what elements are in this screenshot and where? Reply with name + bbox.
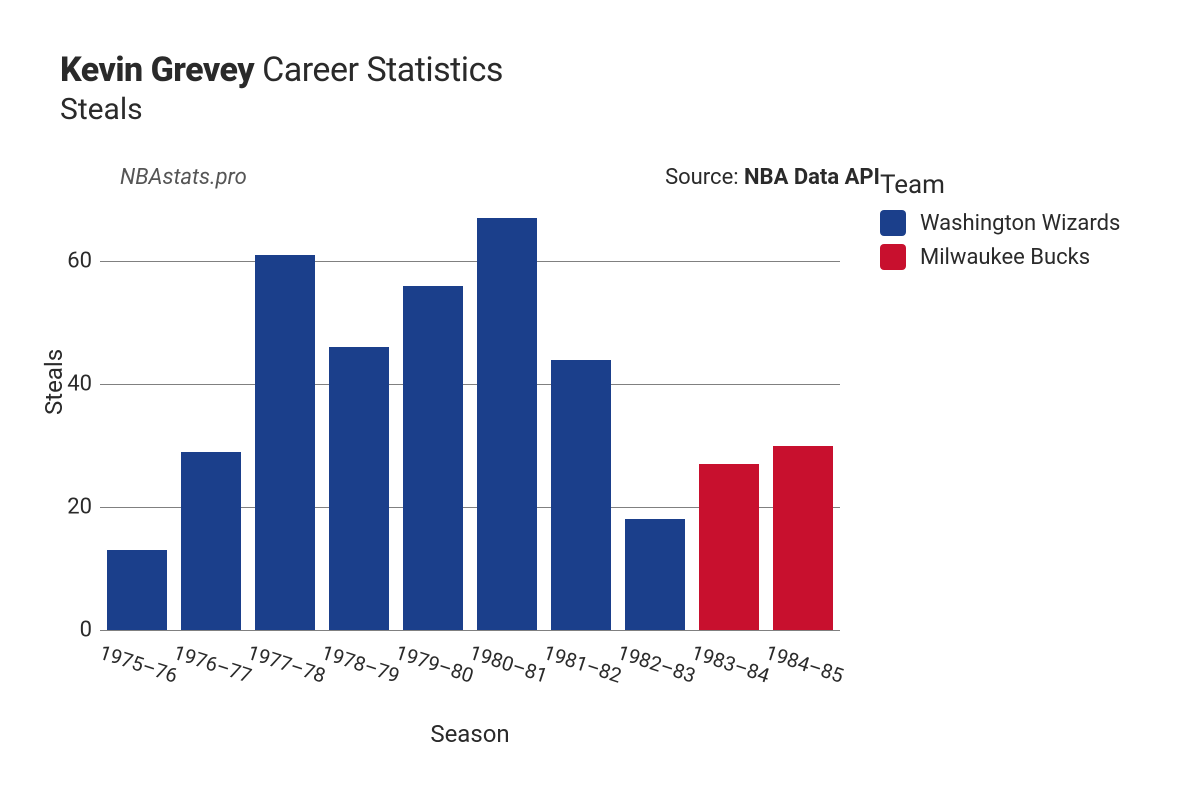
- player-name: Kevin Grevey: [60, 50, 254, 90]
- x-tick-label: 1983–84: [689, 640, 773, 688]
- chart-area: 02040601975–761976–771977–781978–791979–…: [100, 200, 840, 630]
- y-tick-label: 60: [32, 249, 92, 274]
- legend-label: Washington Wizards: [920, 211, 1120, 236]
- title-suffix: Career Statistics: [262, 50, 503, 90]
- chart-title-metric: Steals: [60, 92, 1160, 127]
- legend-swatch: [880, 210, 906, 236]
- bar: [773, 446, 834, 630]
- bar: [403, 286, 464, 630]
- x-tick-label: 1980–81: [467, 640, 551, 688]
- legend: Team Washington Wizards Milwaukee Bucks: [880, 170, 1180, 278]
- bar: [699, 464, 760, 630]
- x-tick-label: 1978–79: [319, 640, 403, 688]
- gridline: [100, 630, 840, 631]
- legend-swatch: [880, 244, 906, 270]
- legend-title: Team: [880, 170, 1180, 200]
- bar: [107, 550, 168, 630]
- bar: [625, 519, 686, 630]
- y-axis-label: Steals: [40, 349, 68, 415]
- legend-label: Milwaukee Bucks: [920, 245, 1090, 270]
- bar: [181, 452, 242, 630]
- bar: [255, 255, 316, 630]
- x-tick-label: 1979–80: [393, 640, 477, 688]
- x-tick-label: 1981–82: [541, 640, 625, 688]
- x-tick-label: 1984–85: [763, 640, 847, 688]
- y-tick-label: 0: [32, 618, 92, 643]
- chart-title-line1: Kevin Grevey Career Statistics: [60, 50, 1160, 90]
- legend-item: Washington Wizards: [880, 210, 1180, 236]
- bar: [329, 347, 390, 630]
- y-tick-label: 20: [32, 495, 92, 520]
- source-credit: Source: NBA Data API: [665, 165, 880, 190]
- x-tick-label: 1982–83: [615, 640, 699, 688]
- x-tick-label: 1976–77: [171, 640, 255, 688]
- chart-container: Kevin Grevey Career Statistics Steals NB…: [0, 0, 1200, 800]
- x-tick-label: 1975–76: [97, 640, 181, 688]
- bar: [477, 218, 538, 630]
- bar: [551, 360, 612, 630]
- attribution-row: NBAstats.pro Source: NBA Data API: [120, 165, 880, 190]
- x-axis-label: Season: [100, 720, 840, 748]
- x-tick-label: 1977–78: [245, 640, 329, 688]
- gridline: [100, 384, 840, 385]
- source-name: NBA Data API: [744, 165, 880, 190]
- source-prefix: Source:: [665, 165, 744, 190]
- legend-item: Milwaukee Bucks: [880, 244, 1180, 270]
- plot-region: 02040601975–761976–771977–781978–791979–…: [100, 200, 840, 630]
- gridline: [100, 261, 840, 262]
- site-credit: NBAstats.pro: [120, 165, 247, 190]
